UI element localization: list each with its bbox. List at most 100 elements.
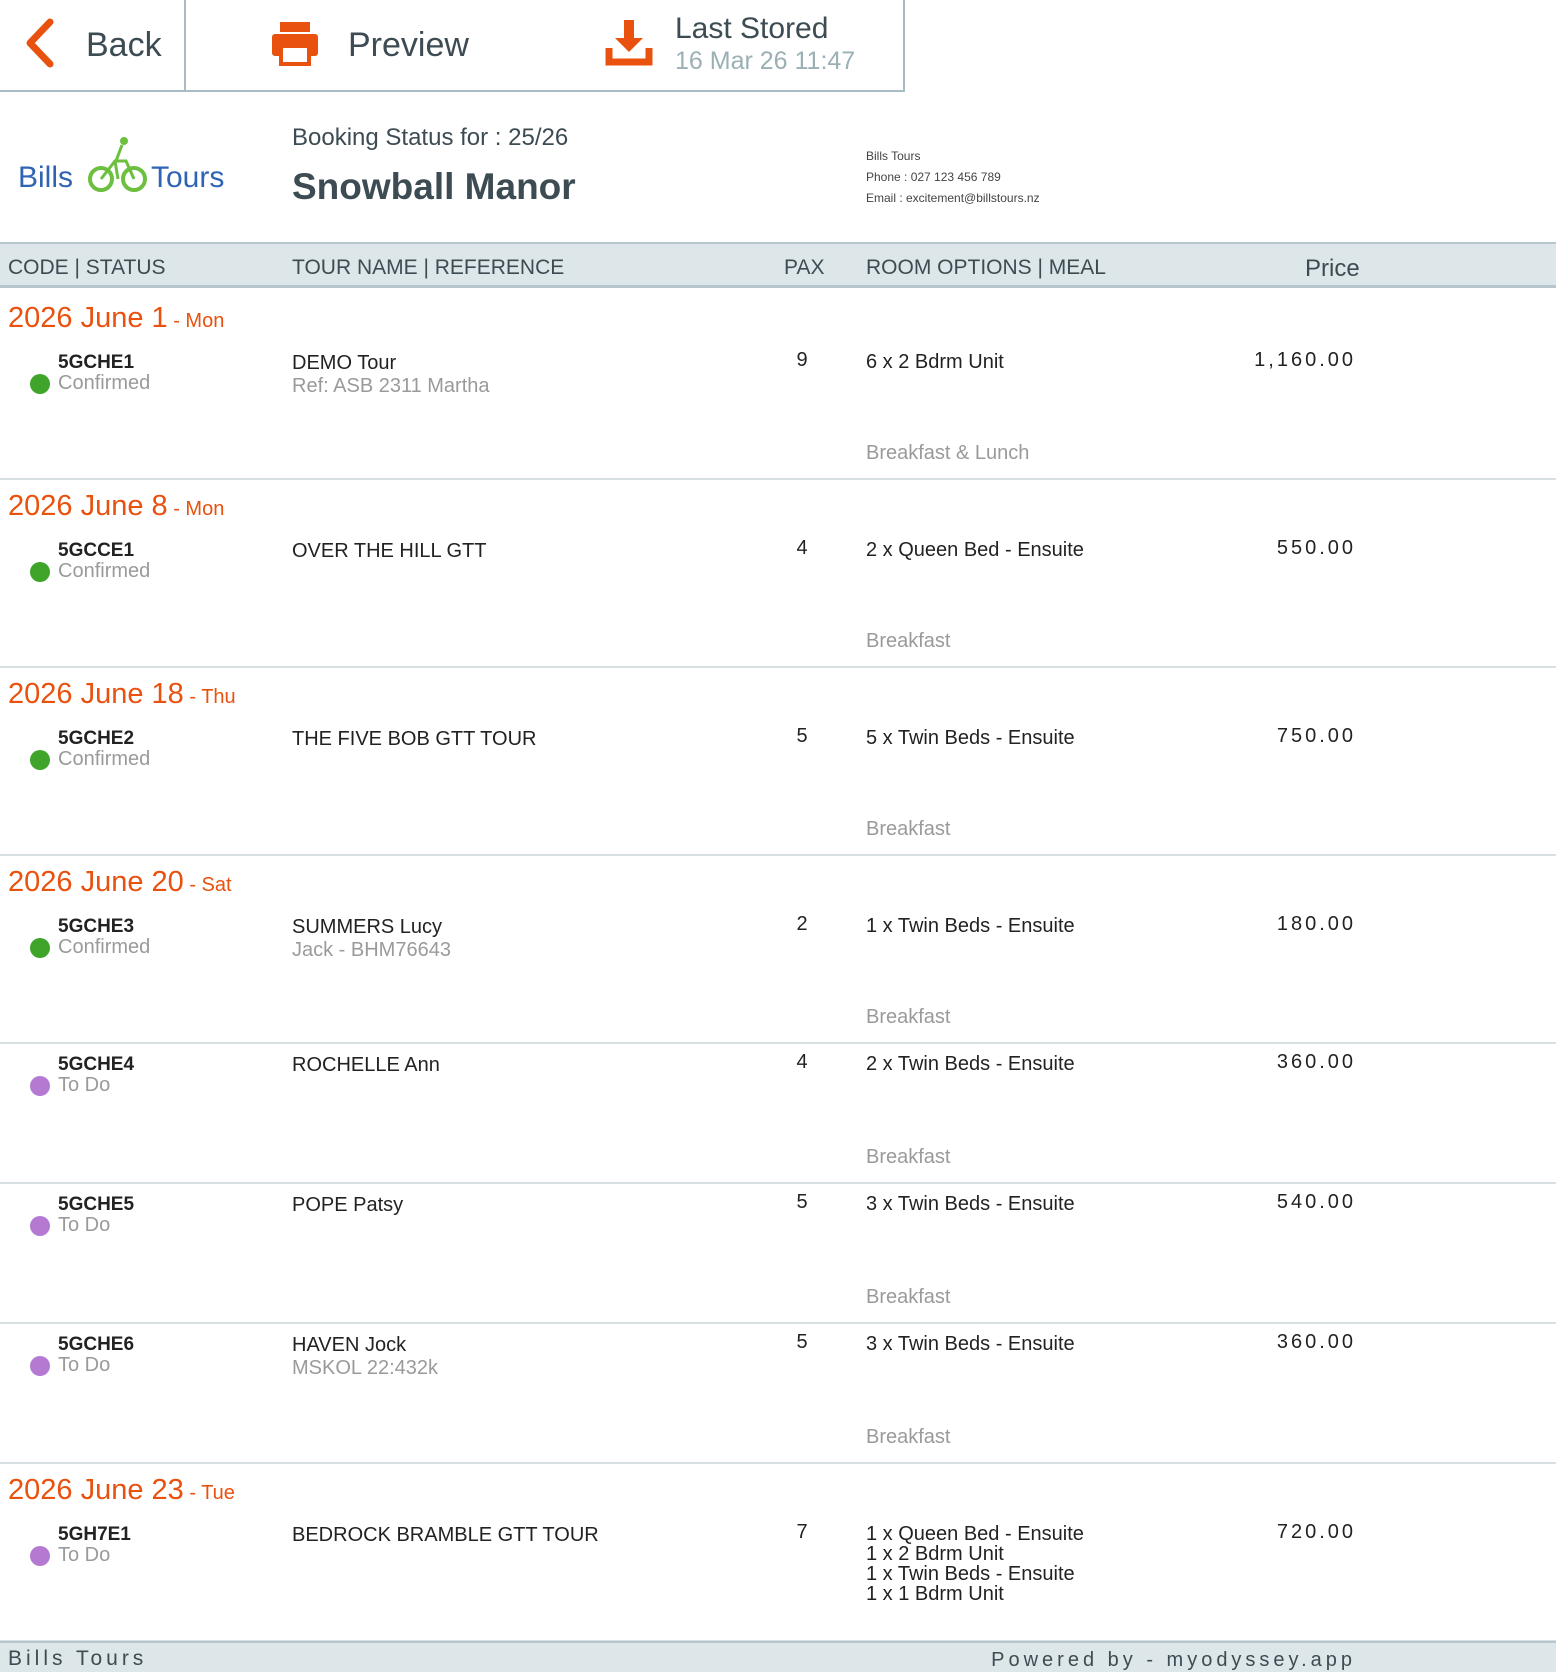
tour-name: ROCHELLE Ann xyxy=(292,1054,440,1076)
room-option: 2 x Twin Beds - Ensuite xyxy=(866,1053,1075,1075)
booking-status-label: Booking Status for : 25/26 xyxy=(292,124,569,151)
room-option: 3 x Twin Beds - Ensuite xyxy=(866,1333,1075,1355)
printer-icon xyxy=(270,20,320,71)
status-indicator: To Do xyxy=(30,1354,110,1377)
status-dot-icon xyxy=(30,1215,50,1236)
booking-row[interactable]: 2026 June 8 - Mon 5GCCE1 Confirmed OVER THE… xyxy=(0,480,1556,668)
pax-count: 5 xyxy=(796,1191,808,1213)
status-dot-icon xyxy=(30,561,50,582)
status-dot-icon xyxy=(30,749,50,770)
booking-row[interactable]: 2026 June 1 - Mon 5GCHE1 Confirmed DEMO Tou… xyxy=(0,292,1556,480)
status-dot-icon xyxy=(30,373,50,394)
last-stored-date: 16 Mar 26 11:47 xyxy=(675,47,856,75)
meal-plan: Breakfast xyxy=(866,630,951,652)
day-of-week: - Thu xyxy=(183,686,236,708)
booking-code[interactable]: 5GH7E1 xyxy=(58,1524,131,1545)
booking-row[interactable]: 2026 June 18 - Thu 5GCHE2 Confirmed THE FIV… xyxy=(0,668,1556,856)
room-options: 3 x Twin Beds - Ensuite xyxy=(866,1334,1075,1354)
booking-price: 180.00 xyxy=(1276,913,1356,935)
pax-count: 4 xyxy=(796,1051,808,1073)
booking-price: 360.00 xyxy=(1276,1051,1356,1073)
footer: Bills Tours Powered by - myodyssey.app xyxy=(0,1641,1556,1672)
status-label: Confirmed xyxy=(58,372,151,394)
booking-row[interactable]: 5GCHE5 To Do POPE Patsy 5 3 x Twin Beds - En… xyxy=(0,1184,1556,1324)
room-options: 2 x Queen Bed - Ensuite xyxy=(866,540,1084,560)
date-heading: 2026 June 18 - Thu xyxy=(8,678,236,711)
room-option: 1 x 2 Bdrm Unit xyxy=(866,1543,1004,1565)
booking-price: 360.00 xyxy=(1276,1331,1356,1353)
date-text: 2026 June 20 xyxy=(8,866,184,898)
pax-count: 2 xyxy=(796,913,808,935)
company-logo: Bills Tours xyxy=(18,135,248,205)
booking-code[interactable]: 5GCHE4 xyxy=(58,1054,135,1075)
day-of-week: - Sat xyxy=(183,874,232,896)
room-options: 1 x Twin Beds - Ensuite xyxy=(866,916,1075,936)
tour-reference: Jack - BHM76643 xyxy=(292,939,451,961)
col-code-status: CODE | STATUS xyxy=(8,256,166,279)
preview-label: Preview xyxy=(348,25,469,64)
status-indicator: Confirmed xyxy=(30,936,150,959)
date-heading: 2026 June 23 - Tue xyxy=(8,1474,235,1507)
status-indicator: To Do xyxy=(30,1074,110,1097)
room-option: 5 x Twin Beds - Ensuite xyxy=(866,727,1075,749)
col-pax: PAX xyxy=(784,256,825,279)
tour-name: OVER THE HILL GTT xyxy=(292,540,487,562)
date-heading: 2026 June 8 - Mon xyxy=(8,490,224,523)
pax-count: 7 xyxy=(796,1521,808,1543)
preview-button[interactable]: Preview xyxy=(270,0,469,90)
company-email: Email : excitement@billstours.nz xyxy=(866,191,1040,205)
date-heading: 2026 June 1 - Mon xyxy=(8,302,224,335)
company-name: Bills Tours xyxy=(866,149,921,163)
date-text: 2026 June 23 xyxy=(8,1474,184,1506)
booking-code[interactable]: 5GCHE5 xyxy=(58,1194,135,1215)
tour-reference: Ref: ASB 2311 Martha xyxy=(292,375,490,397)
status-dot-icon xyxy=(30,937,50,958)
status-indicator: Confirmed xyxy=(30,560,150,583)
booking-row[interactable]: 5GCHE6 To Do HAVEN Jock MSKOL 22:432k 5 3 x T… xyxy=(0,1324,1556,1464)
download-icon xyxy=(605,18,653,73)
room-options: 5 x Twin Beds - Ensuite xyxy=(866,728,1075,748)
property-name: Snowball Manor xyxy=(292,166,576,207)
room-option: 2 x Queen Bed - Ensuite xyxy=(866,539,1084,561)
meal-plan: Breakfast xyxy=(866,818,951,840)
status-label: To Do xyxy=(58,1214,111,1236)
booking-code[interactable]: 5GCHE6 xyxy=(58,1334,135,1355)
pax-count: 5 xyxy=(796,1331,808,1353)
column-header: CODE | STATUS TOUR NAME | REFERENCE PAX … xyxy=(0,242,1556,288)
booking-code[interactable]: 5GCHE1 xyxy=(58,352,135,373)
day-of-week: - Mon xyxy=(167,498,225,520)
col-price: Price xyxy=(1305,255,1360,282)
booking-price: 550.00 xyxy=(1276,537,1356,559)
room-option: 1 x Twin Beds - Ensuite xyxy=(866,915,1075,937)
booking-code[interactable]: 5GCHE3 xyxy=(58,916,135,937)
booking-code[interactable]: 5GCHE2 xyxy=(58,728,135,749)
status-dot-icon xyxy=(30,1545,50,1566)
status-indicator: Confirmed xyxy=(30,372,150,395)
status-label: To Do xyxy=(58,1354,111,1376)
toolbar: Back Preview Last Stored 16 Mar 26 11:47 xyxy=(0,0,905,92)
room-options: 1 x Queen Bed - Ensuite 1 x 2 Bdrm Unit 1 … xyxy=(866,1524,1084,1604)
footer-company: Bills Tours xyxy=(8,1647,148,1670)
booking-row[interactable]: 5GCHE4 To Do ROCHELLE Ann 4 2 x Twin Beds - … xyxy=(0,1044,1556,1184)
chevron-left-icon xyxy=(22,18,56,73)
last-stored-button[interactable]: Last Stored 16 Mar 26 11:47 xyxy=(605,0,855,90)
booking-row[interactable]: 2026 June 23 - Tue 5GH7E1 To Do BEDROCK BRA… xyxy=(0,1464,1556,1642)
date-text: 2026 June 8 xyxy=(8,490,168,522)
tour-name: HAVEN Jock xyxy=(292,1334,407,1356)
status-label: Confirmed xyxy=(58,936,151,958)
booking-row[interactable]: 2026 June 20 - Sat 5GCHE3 Confirmed SUMMERS… xyxy=(0,856,1556,1044)
room-option: 3 x Twin Beds - Ensuite xyxy=(866,1193,1075,1215)
back-button[interactable]: Back xyxy=(0,0,186,90)
day-of-week: - Mon xyxy=(167,310,225,332)
booking-code[interactable]: 5GCCE1 xyxy=(58,540,135,561)
day-of-week: - Tue xyxy=(183,1482,235,1504)
room-option: 1 x 1 Bdrm Unit xyxy=(866,1583,1004,1605)
footer-powered-by: Powered by - myodyssey.app xyxy=(991,1649,1356,1671)
status-label: Confirmed xyxy=(58,560,151,582)
logo-word-left: Bills xyxy=(18,161,73,194)
tour-name: DEMO Tour xyxy=(292,352,397,374)
meal-plan: Breakfast xyxy=(866,1426,951,1448)
status-indicator: To Do xyxy=(30,1544,110,1567)
status-indicator: Confirmed xyxy=(30,748,150,771)
tour-reference: MSKOL 22:432k xyxy=(292,1357,439,1379)
